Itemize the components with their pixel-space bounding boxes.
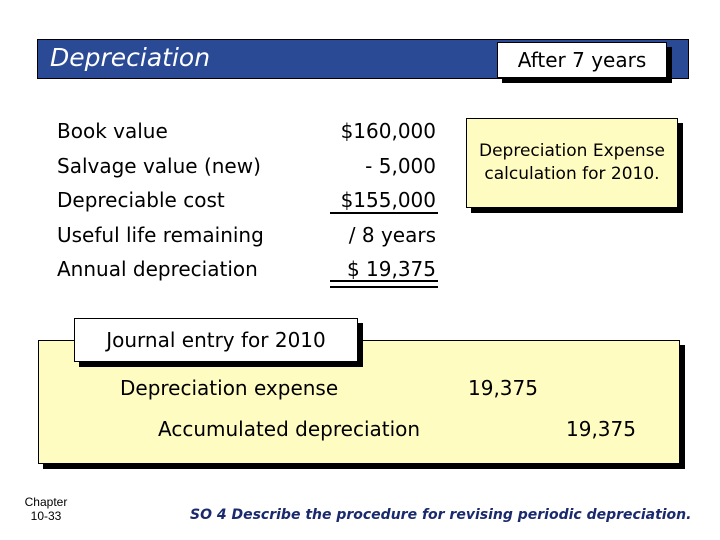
label-annual-depreciation: Annual depreciation	[57, 257, 258, 281]
label-salvage-value: Salvage value (new)	[57, 153, 261, 178]
after-years-badge: After 7 years	[497, 42, 667, 78]
amount-useful-life: / 8 years	[348, 222, 436, 247]
calculation-amounts: $160,000 - 5,000 $155,000 / 8 years $ 19…	[318, 114, 436, 287]
slide-title: Depreciation	[50, 43, 211, 72]
calculation-labels: Book value Salvage value (new) Depreciab…	[57, 114, 264, 287]
total-double-rule-bottom	[330, 286, 438, 288]
subtotal-rule	[330, 212, 438, 214]
chapter-title: Chapter	[24, 495, 68, 509]
amount-annual-depreciation: $ 19,375	[346, 257, 436, 281]
chapter-page: 10-33	[30, 509, 62, 523]
debit-amount: 19,375	[468, 376, 538, 400]
amount-book-value: $160,000	[340, 119, 436, 143]
label-depreciable-cost: Depreciable cost	[57, 188, 225, 212]
label-useful-life: Useful life remaining	[57, 222, 264, 247]
chapter-label: Chapter 10-33	[18, 495, 74, 523]
journal-entry-label: Journal entry for 2010	[74, 318, 358, 362]
callout-text: Depreciation Expense calculation for 201…	[478, 141, 665, 184]
amount-salvage-value: - 5,000	[365, 153, 436, 178]
credit-account: Accumulated depreciation	[158, 417, 421, 441]
debit-account: Depreciation expense	[120, 376, 339, 400]
calculation-callout: Depreciation Expense calculation for 201…	[466, 118, 678, 208]
total-double-rule-top	[330, 280, 438, 282]
credit-amount: 19,375	[566, 417, 636, 441]
study-objective: SO 4 Describe the procedure for revising…	[190, 507, 692, 523]
label-book-value: Book value	[57, 119, 168, 143]
amount-depreciable-cost: $155,000	[340, 188, 436, 212]
